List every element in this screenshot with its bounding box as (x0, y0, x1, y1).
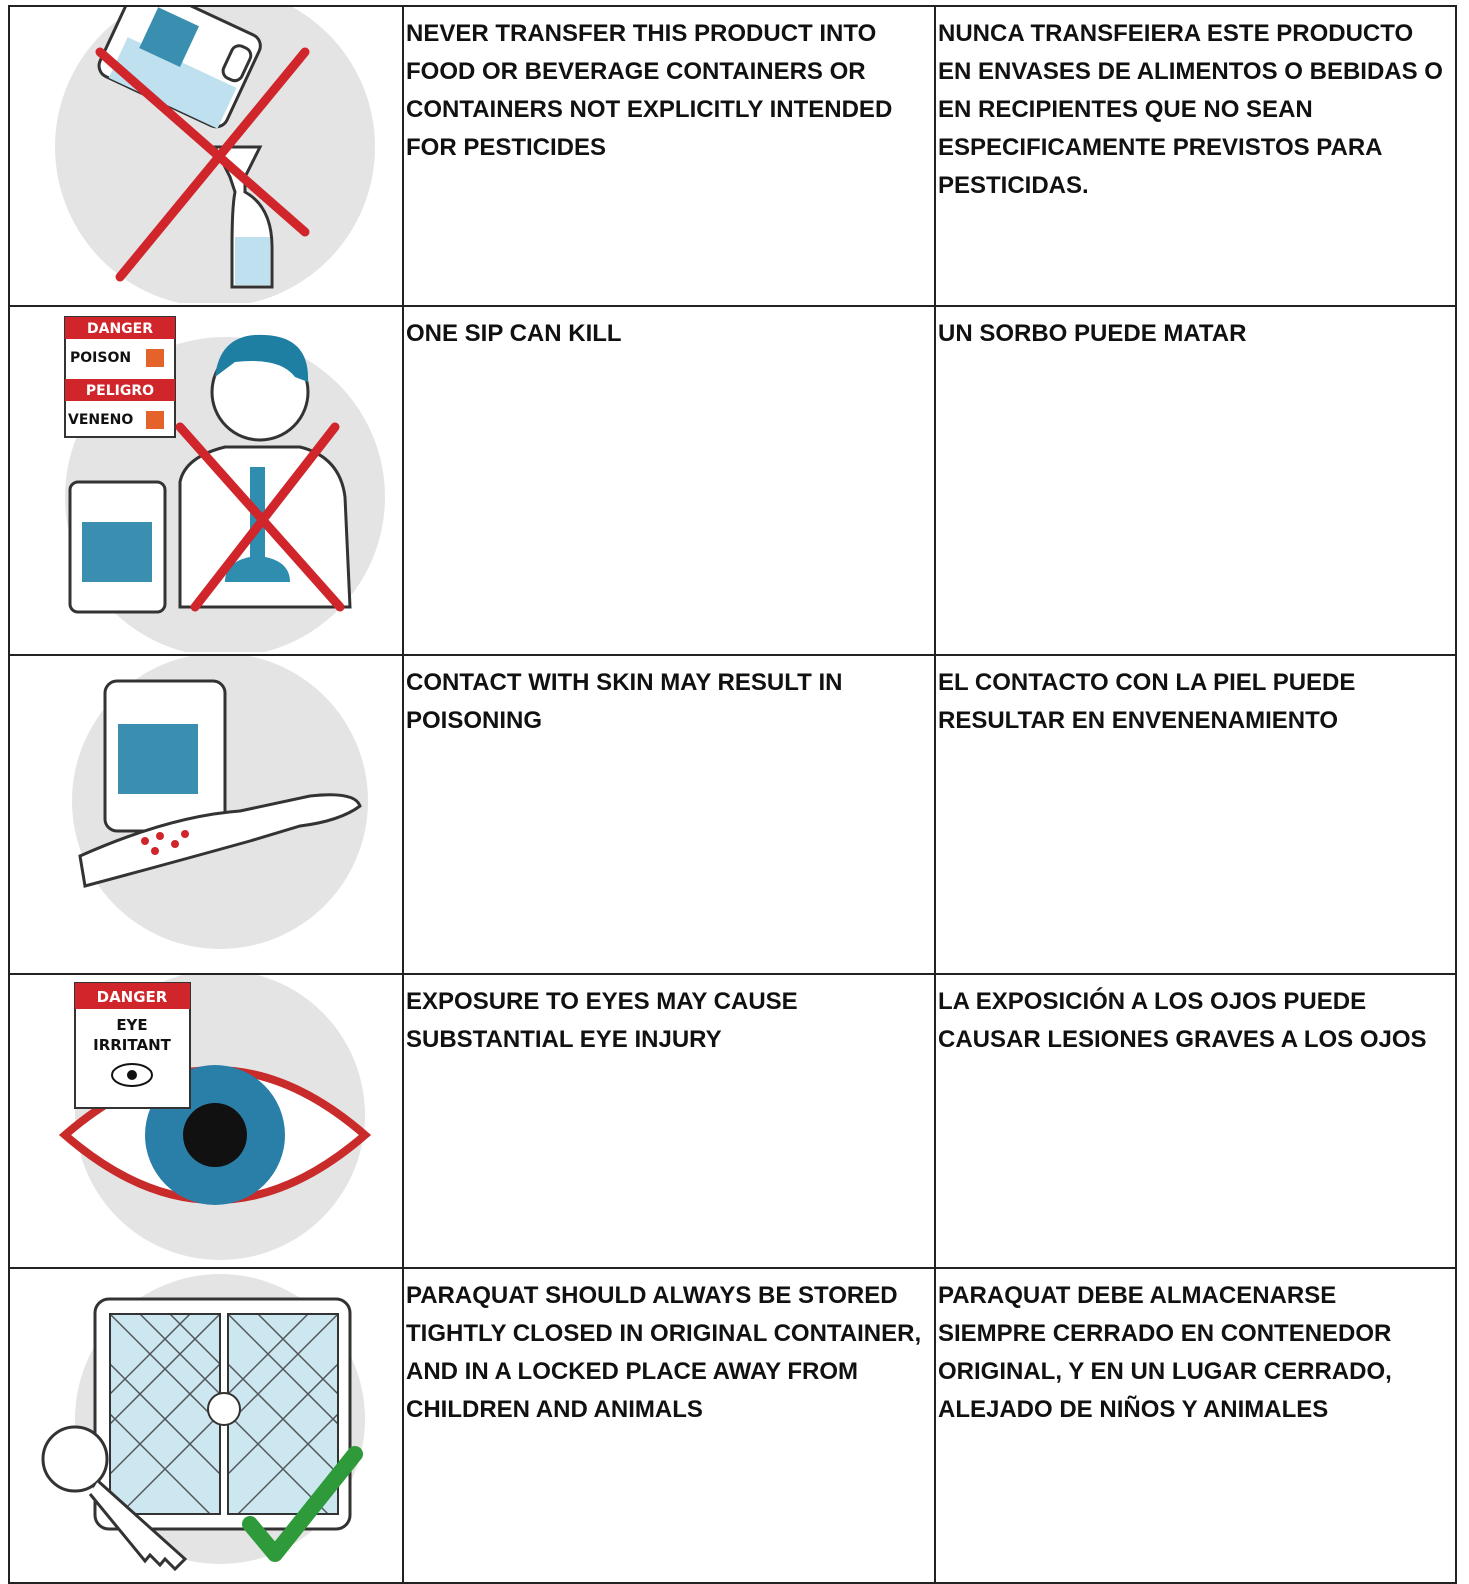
icon-label: POISON (70, 350, 131, 366)
english-text: NEVER TRANSFER THIS PRODUCT INTO FOOD OR… (402, 5, 936, 307)
icon-cell: DANGER POISON PELIGRO VENENO (8, 305, 404, 656)
row: NEVER TRANSFER THIS PRODUCT INTO FOOD OR… (8, 5, 1457, 307)
icon-label: VENENO (68, 412, 133, 428)
spanish-text: LA EXPOSICIÓN A LOS OJOS PUEDE CAUSAR LE… (934, 973, 1457, 1269)
row: CONTACT WITH SKIN MAY RESULT IN POISONIN… (8, 654, 1457, 975)
spanish-text: PARAQUAT DEBE ALMACENARSE SIEMPRE CERRAD… (934, 1267, 1457, 1584)
icon-label: EYE (116, 1016, 147, 1034)
spanish-text: UN SORBO PUEDE MATAR (934, 305, 1457, 656)
icon-skin (72, 656, 368, 949)
english-text: CONTACT WITH SKIN MAY RESULT IN POISONIN… (402, 654, 936, 975)
icon-cell (8, 5, 404, 307)
icon-eye: DANGER EYE IRRITANT (58, 975, 372, 1260)
icon-label: DANGER (87, 321, 153, 337)
safety-table: NEVER TRANSFER THIS PRODUCT INTO FOOD OR… (8, 5, 1457, 1584)
icon-transfer (55, 7, 375, 303)
row: DANGER POISON PELIGRO VENENO ONE SIP CAN… (8, 305, 1457, 656)
row: PARAQUAT SHOULD ALWAYS BE STORED TIGHTLY… (8, 1267, 1457, 1584)
english-text: ONE SIP CAN KILL (402, 305, 936, 656)
english-text: EXPOSURE TO EYES MAY CAUSE SUBSTANTIAL E… (402, 973, 936, 1269)
icon-sip: DANGER POISON PELIGRO VENENO (64, 316, 385, 652)
icon-storage (41, 1274, 365, 1572)
row: DANGER EYE IRRITANT EXPOSURE TO EYES MAY… (8, 973, 1457, 1269)
spanish-text: NUNCA TRANSFEIERA ESTE PRODUCTO EN ENVAS… (934, 5, 1457, 307)
icon-cell (8, 1267, 404, 1584)
spanish-text: EL CONTACTO CON LA PIEL PUEDE RESULTAR E… (934, 654, 1457, 975)
english-text: PARAQUAT SHOULD ALWAYS BE STORED TIGHTLY… (402, 1267, 936, 1584)
icon-label: PELIGRO (86, 383, 154, 399)
icon-label: DANGER (97, 988, 168, 1006)
icon-cell (8, 654, 404, 975)
icon-cell: DANGER EYE IRRITANT (8, 973, 404, 1269)
icon-label: IRRITANT (93, 1036, 171, 1054)
